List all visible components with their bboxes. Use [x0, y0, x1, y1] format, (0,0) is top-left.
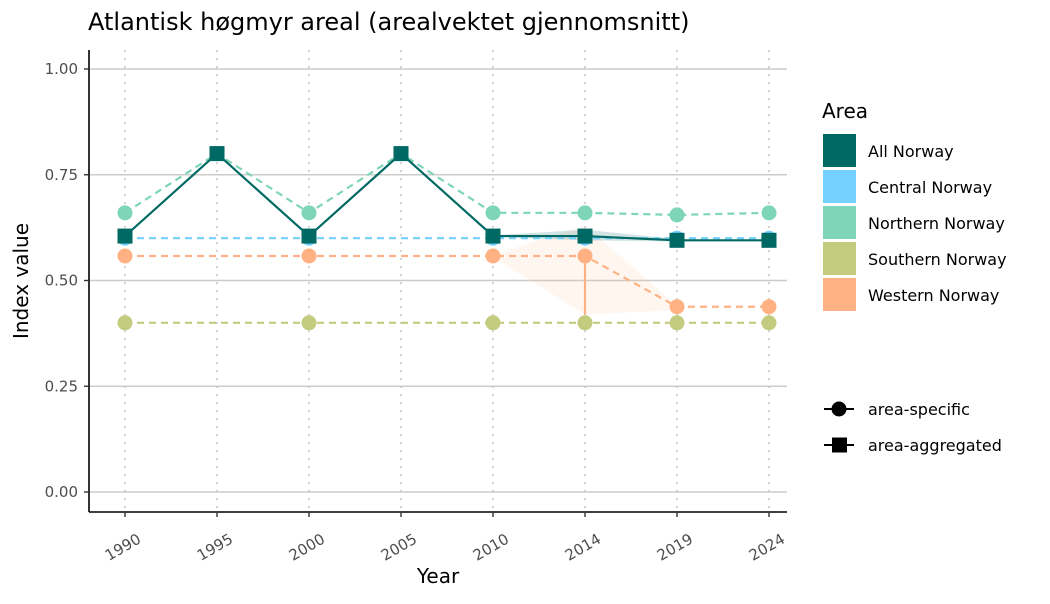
legend: Area All Norway Central Norway Northern No…: [822, 99, 1007, 455]
y-tick-label: 0.75: [45, 166, 78, 184]
point-all-norway-2024: [761, 232, 777, 248]
point-southern-norway-2014: [577, 315, 593, 331]
point-western-norway-2000: [301, 248, 317, 264]
point-northern-norway-2024: [761, 205, 777, 221]
legend-label-southern-norway: Southern Norway: [868, 250, 1007, 269]
y-tick-label: 1.00: [45, 60, 78, 78]
point-all-norway-2005: [393, 146, 409, 162]
x-tick-label: 2005: [378, 530, 420, 565]
legend-key-northern-norway: [823, 206, 856, 239]
point-western-norway-1990: [117, 248, 133, 264]
point-all-norway-2010: [485, 228, 501, 244]
x-axis-label: Year: [416, 564, 460, 588]
x-tick-label: 2024: [746, 530, 788, 565]
y-tick-label: 0.00: [45, 483, 78, 501]
point-northern-norway-2014: [577, 205, 593, 221]
legend-label-all-norway: All Norway: [868, 142, 954, 161]
legend-title: Area: [822, 99, 868, 123]
x-tick-label: 2000: [286, 530, 328, 565]
point-western-norway-2024: [761, 299, 777, 315]
x-tick-label: 2010: [470, 530, 512, 565]
legend-key-western-norway: [823, 278, 856, 311]
legend-circle-marker: [831, 401, 847, 417]
point-western-norway-2014: [577, 248, 593, 264]
point-southern-norway-1990: [117, 315, 133, 331]
line-northern-norway: [124, 152, 770, 217]
point-all-norway-2019: [669, 232, 685, 248]
chart-title: Atlantisk høgmyr areal (arealvektet gjen…: [88, 8, 689, 36]
legend-key-central-norway: [823, 170, 856, 203]
grid: [89, 50, 787, 512]
x-tick-label: 1995: [194, 530, 236, 565]
y-tick-label: 0.50: [45, 272, 78, 290]
point-southern-norway-2024: [761, 315, 777, 331]
line-all-norway: [124, 152, 769, 242]
x-tick-label: 2014: [562, 530, 604, 565]
point-northern-norway-2019: [669, 207, 685, 223]
legend-key-southern-norway: [823, 242, 856, 275]
point-western-norway-2019: [669, 299, 685, 315]
point-all-norway-2000: [301, 228, 317, 244]
x-tick-label: 2019: [654, 530, 696, 565]
series-lines: [124, 152, 770, 324]
legend-label-northern-norway: Northern Norway: [868, 214, 1005, 233]
legend-label-western-norway: Western Norway: [868, 286, 999, 305]
legend-label-central-norway: Central Norway: [868, 178, 992, 197]
point-all-norway-1995: [209, 146, 225, 162]
point-southern-norway-2010: [485, 315, 501, 331]
point-southern-norway-2000: [301, 315, 317, 331]
legend-label-area-specific: area-specific: [868, 400, 970, 419]
legend-label-area-aggregated: area-aggregated: [868, 436, 1002, 455]
x-tick-label: 1990: [102, 530, 144, 565]
y-axis-label: Index value: [9, 223, 33, 339]
y-tick-label: 0.25: [45, 377, 78, 395]
legend-square-marker: [832, 437, 847, 453]
point-all-norway-1990: [117, 228, 133, 244]
point-western-norway-2010: [485, 248, 501, 264]
point-all-norway-2014: [577, 228, 593, 244]
point-northern-norway-2010: [485, 205, 501, 221]
point-southern-norway-2019: [669, 315, 685, 331]
point-northern-norway-2000: [301, 205, 317, 221]
legend-key-all-norway: [823, 134, 856, 167]
line-western-norway: [125, 254, 769, 308]
point-northern-norway-1990: [117, 205, 133, 221]
series-markers: [117, 146, 777, 331]
